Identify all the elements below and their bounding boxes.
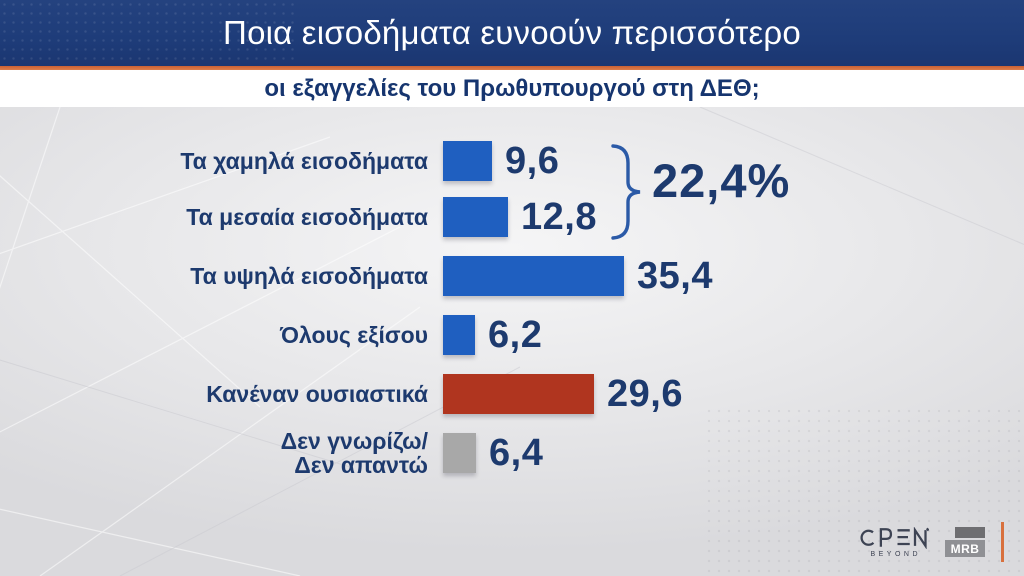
chart-area: Τα χαμηλά εισοδήματα 9,6 Τα μεσαία εισοδήμ… <box>0 107 1024 576</box>
open-beyond-label: BEYOND <box>870 550 922 558</box>
bar <box>443 141 492 181</box>
value-label: 9,6 <box>505 139 560 182</box>
bar-row: Τα μεσαία εισοδήματα 12,8 <box>0 195 1024 238</box>
open-channel-logo: BEYOND <box>859 526 929 558</box>
row-label: Όλους εξίσου <box>280 321 428 348</box>
value-label: 12,8 <box>521 195 597 238</box>
row-label: Κανέναν ουσιαστικά <box>206 380 428 407</box>
mrb-logo-topbar <box>955 527 985 538</box>
row-label: Τα μεσαία εισοδήματα <box>186 203 428 230</box>
bar <box>443 374 594 414</box>
bar-row: Κανέναν ουσιαστικά 29,6 <box>0 372 1024 415</box>
bar <box>443 315 475 355</box>
bar-row: Δεν γνωρίζω/ Δεν απαντώ 6,4 <box>0 428 1024 477</box>
group-total-label: 22,4% <box>652 154 791 207</box>
title-bar: Ποια εισοδήματα ευνοούν περισσότερο <box>0 0 1024 66</box>
group-bracket-icon <box>611 144 641 240</box>
value-label: 6,2 <box>488 313 543 356</box>
bar-row: Όλους εξίσου 6,2 <box>0 313 1024 356</box>
row-label: Δεν γνωρίζω/ Δεν απαντώ <box>280 427 428 478</box>
orange-divider <box>1001 522 1004 562</box>
row-label: Τα χαμηλά εισοδήματα <box>180 147 428 174</box>
page-subtitle: οι εξαγγελίες του Πρωθυπουργού στη ΔΕΘ; <box>264 74 760 102</box>
footer: BEYOND MRB <box>859 520 1004 564</box>
value-label: 35,4 <box>637 254 713 297</box>
value-label: 6,4 <box>489 431 544 474</box>
title-bar-dot-texture <box>0 0 300 66</box>
subtitle-bar: οι εξαγγελίες του Πρωθυπουργού στη ΔΕΘ; <box>0 70 1024 107</box>
accent-divider <box>0 66 1024 70</box>
bar <box>443 256 624 296</box>
value-label: 29,6 <box>607 372 683 415</box>
mrb-logo-text: MRB <box>945 540 985 557</box>
bar <box>443 433 476 473</box>
row-label: Τα υψηλά εισοδήματα <box>190 262 428 289</box>
open-logo-icon <box>860 526 929 549</box>
bar <box>443 197 508 237</box>
mrb-logo: MRB <box>945 527 985 557</box>
bar-row: Τα χαμηλά εισοδήματα 9,6 <box>0 139 1024 182</box>
bar-row: Τα υψηλά εισοδήματα 35,4 <box>0 254 1024 297</box>
page-title: Ποια εισοδήματα ευνοούν περισσότερο <box>223 14 801 51</box>
